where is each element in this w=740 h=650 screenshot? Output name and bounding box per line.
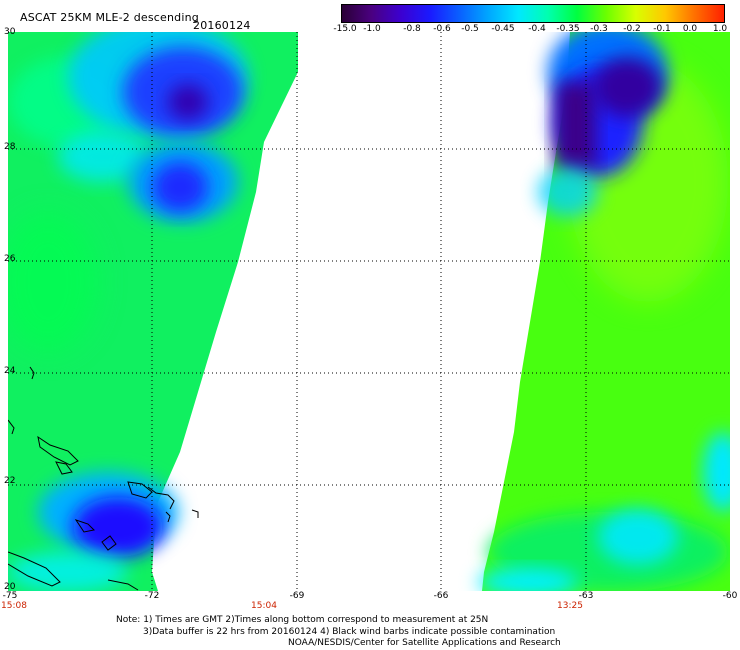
longitude-label: -72 [144, 591, 160, 601]
scale-label: -0.2 [623, 24, 641, 34]
scale-label: -15.0 [333, 24, 357, 34]
longitude-label: -69 [289, 591, 305, 601]
left-swath-features [8, 32, 248, 591]
time-label: 15:08 [1, 601, 27, 611]
latitude-label: 24 [4, 366, 16, 376]
latitude-label: 26 [4, 254, 16, 264]
latitude-label: 20 [4, 582, 16, 592]
scale-label: -0.35 [556, 24, 580, 34]
longitude-label: -66 [433, 591, 449, 601]
graticule [8, 32, 730, 591]
scale-label: -0.4 [528, 24, 546, 34]
scale-label: -0.5 [461, 24, 479, 34]
footnote-line-3: NOAA/NESDIS/Center for Satellite Applica… [288, 638, 561, 648]
map-title: ASCAT 25KM MLE-2 descending [20, 11, 199, 24]
scale-label: -0.45 [491, 24, 515, 34]
scale-label: -0.8 [403, 24, 421, 34]
scale-label: 1.0 [712, 24, 728, 34]
scale-label: -0.1 [653, 24, 671, 34]
latitude-label: 28 [4, 142, 16, 152]
footnote-line-2: 3)Data buffer is 22 hrs from 20160124 4)… [143, 627, 556, 637]
scale-label: -1.0 [363, 24, 381, 34]
time-label: 15:04 [251, 601, 277, 611]
scale-label: -0.6 [433, 24, 451, 34]
latitude-label: 22 [4, 476, 16, 486]
scale-label: -0.3 [590, 24, 608, 34]
color-scale [341, 4, 725, 23]
time-label: 13:25 [557, 601, 583, 611]
scale-label: 0.0 [682, 24, 698, 34]
coastlines [8, 366, 199, 591]
wind-map [8, 32, 730, 591]
map-date: 20160124 [193, 19, 251, 32]
longitude-label: -75 [2, 591, 18, 601]
longitude-label: -60 [722, 591, 738, 601]
latitude-label: 30 [4, 27, 16, 37]
color-scale-labels: -15.0 -1.0 -0.8 -0.6 -0.5 -0.45 -0.4 -0.… [328, 24, 738, 36]
footnote-line-1: Note: 1) Times are GMT 2)Times along bot… [116, 615, 489, 625]
longitude-label: -63 [578, 591, 594, 601]
